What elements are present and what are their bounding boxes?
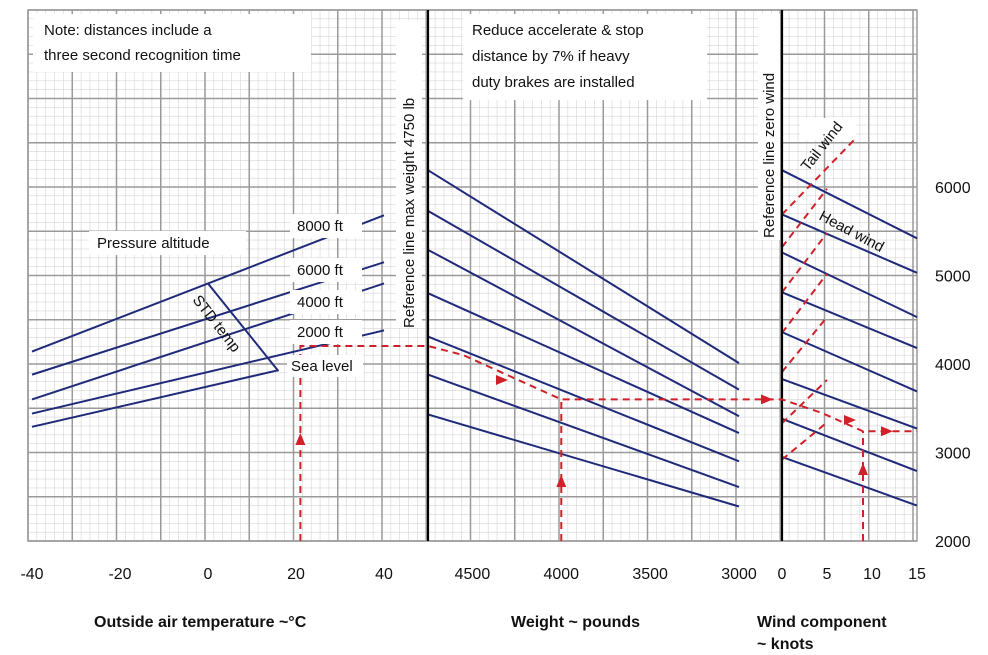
head-wind-line-1 <box>781 213 918 274</box>
alt-label-sea-level: Sea level <box>291 358 353 375</box>
wind-reference-label: Reference line zero wind <box>761 73 778 238</box>
wind-tick-label: 15 <box>908 566 926 583</box>
brakes-note-bg <box>463 14 707 100</box>
alt-label-4000: 4000 ft <box>297 294 344 311</box>
alt-label-6000: 6000 ft <box>297 262 344 279</box>
weight-guide-line-1 <box>427 210 740 391</box>
wind-reference-label-bg <box>758 14 780 240</box>
weight-guide-line-3 <box>427 292 740 434</box>
tail-wind-label-bg <box>800 118 856 140</box>
chart-lines <box>31 139 918 508</box>
temp-tick-label: 40 <box>375 566 393 583</box>
temp-tick-label: 0 <box>204 566 213 583</box>
head-wind-line-3 <box>781 291 918 349</box>
altitude-line-0 <box>31 369 279 428</box>
y-tick-label: 3000 <box>935 446 971 463</box>
weight-guide-line-0 <box>427 169 740 364</box>
head-wind-line-0 <box>781 169 918 240</box>
wind-tick-label: 0 <box>778 566 787 583</box>
wind-tick-label: 10 <box>863 566 881 583</box>
alt-6000-bg <box>290 258 362 282</box>
y-tick-label: 6000 <box>935 180 971 197</box>
temp-tick-label: 20 <box>287 566 305 583</box>
weight-reference-label: Reference line max weight 4750 lb <box>401 98 418 328</box>
temp-axis-title: Outside air temperature ~°C <box>94 614 307 631</box>
arrow-weight <box>556 475 567 487</box>
example-dashed-path <box>299 345 917 541</box>
weight-reference-label-bg <box>396 20 422 328</box>
tail-wind-line-0 <box>781 421 828 461</box>
brakes-note-line-1: Reduce accelerate & stop <box>472 22 644 39</box>
arrow-reference <box>761 394 773 405</box>
pressure-altitude-bg <box>89 231 246 255</box>
brakes-note-line-2: distance by 7% if heavy <box>472 48 630 65</box>
weight-guide-line-4 <box>427 335 740 463</box>
std-temp-line <box>207 282 280 372</box>
arrow-temperature <box>295 433 306 445</box>
tail-wind-line-5 <box>781 188 828 248</box>
wind-tick-label: 5 <box>823 566 832 583</box>
wind-axis-title-line-1: Wind component <box>757 614 887 631</box>
weight-tick-label: 4500 <box>455 566 491 583</box>
y-tick-label: 2000 <box>935 534 971 551</box>
pressure-altitude-label: Pressure altitude <box>97 235 210 252</box>
weight-tick-label: 4000 <box>543 566 579 583</box>
y-tick-label: 4000 <box>935 357 971 374</box>
head-wind-line-2 <box>781 251 918 318</box>
tail-wind-line-6 <box>781 139 855 216</box>
weight-guide-line-5 <box>427 373 740 488</box>
temp-tick-label: -20 <box>108 566 131 583</box>
temp-tick-label: -40 <box>20 566 43 583</box>
note-box-bg <box>33 14 311 72</box>
weight-tick-label: 3000 <box>721 566 757 583</box>
head-wind-line-4 <box>781 331 918 393</box>
brakes-note-line-3: duty brakes are installed <box>472 74 635 91</box>
tail-wind-line-3 <box>781 273 828 334</box>
reference-lines <box>426 10 784 541</box>
note-line-1: Note: distances include a <box>44 22 212 39</box>
chart-labels: Note: distances include a three second re… <box>20 14 971 653</box>
tail-wind-line-4 <box>781 232 828 293</box>
y-tick-label: 5000 <box>935 269 971 286</box>
weight-axis-title: Weight ~ pounds <box>511 614 640 631</box>
alt-label-2000: 2000 ft <box>297 324 344 341</box>
arrow-weight-path <box>496 375 508 385</box>
sea-level-bg <box>287 355 363 377</box>
note-line-2: three second recognition time <box>44 47 241 64</box>
arrow-wind <box>858 463 868 475</box>
tail-wind-line-1 <box>781 379 828 425</box>
alt-label-8000: 8000 ft <box>297 218 344 235</box>
alt-4000-bg <box>290 290 362 314</box>
weight-guide-line-6 <box>427 413 740 508</box>
weight-guide-line-2 <box>427 248 740 418</box>
head-wind-line-7 <box>781 455 918 507</box>
arrow-wind-path <box>844 415 856 425</box>
wind-axis-title-line-2: ~ knots <box>757 636 814 653</box>
head-wind-line-6 <box>781 417 918 473</box>
arrow-result <box>881 426 893 437</box>
example-path <box>295 345 917 541</box>
altitude-line-1 <box>31 329 385 415</box>
weight-tick-label: 3500 <box>632 566 668 583</box>
plot-frame <box>27 9 918 542</box>
alt-8000-bg <box>290 214 362 238</box>
alt-2000-bg <box>290 320 362 344</box>
head-wind-line-5 <box>781 378 918 430</box>
